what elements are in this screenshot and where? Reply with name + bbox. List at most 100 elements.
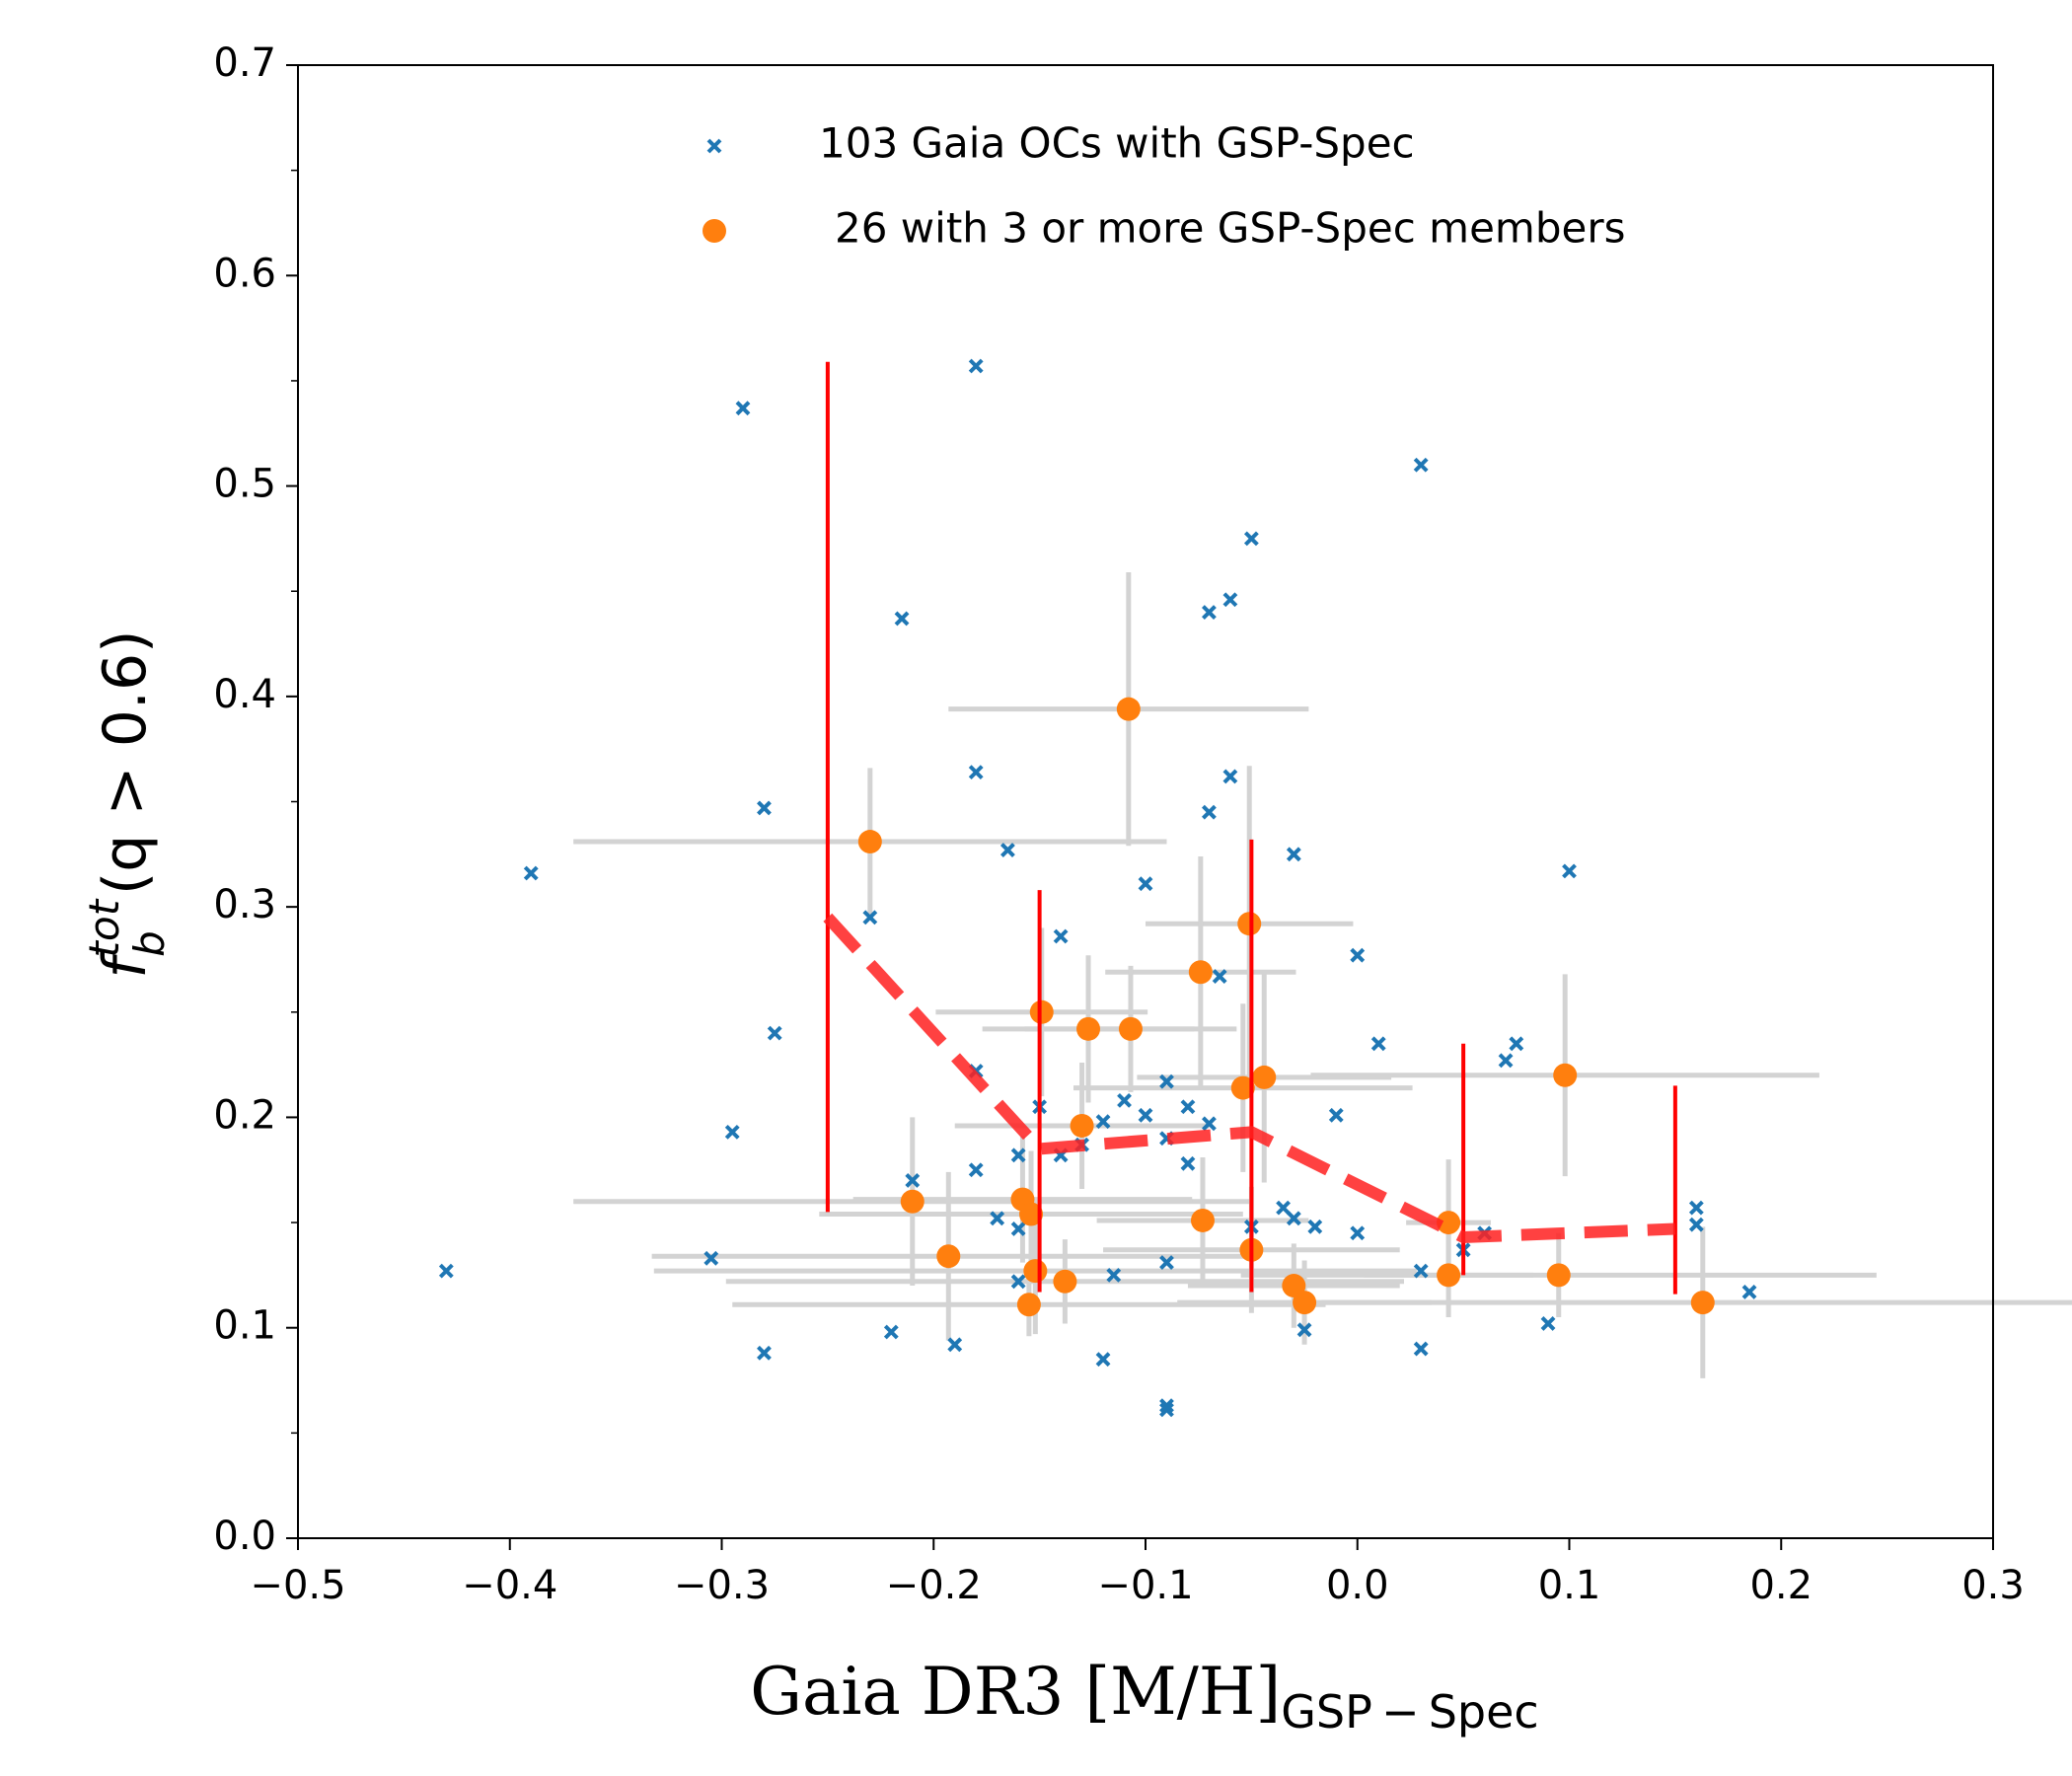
cross-point [1159,1402,1174,1418]
y-axis-label: ftotb(q > 0.6) [80,629,174,978]
cross-point [968,1162,984,1178]
y-label-sub: b [125,930,174,957]
cross-point [1370,1036,1386,1052]
cross-point [1413,1263,1429,1279]
x-tick-label: −0.2 [886,1563,982,1608]
y-tick-label: 0.4 [213,672,276,717]
cross-point [523,865,539,881]
dot-point [1118,1016,1143,1041]
dot-point [1282,1274,1306,1298]
dot-point [1023,1259,1048,1284]
cross-point [767,1025,782,1041]
cross-point [757,1345,772,1361]
cross-point [1286,1211,1301,1226]
dot-point [1230,1075,1255,1100]
dot-point [1076,1016,1101,1041]
cross-point [1180,1099,1196,1115]
cross-point [438,1263,454,1279]
dot-point [1252,1065,1277,1089]
x-axis-label: Gaia DR3 [M/H]GSP − Spec [750,1654,1538,1739]
cross-point [1413,457,1429,473]
dot-point [936,1244,961,1269]
x-tick-label: −0.5 [250,1563,345,1608]
cross-point [735,401,751,416]
dot-point [900,1189,925,1214]
legend-label: 26 with 3 or more GSP-Spec members [835,204,1625,253]
cross-point [1117,1092,1132,1108]
cross-point [724,1124,740,1140]
y-tick-label: 0.3 [213,882,276,927]
cross-point [1180,1155,1196,1171]
dot-point [1053,1269,1077,1294]
y-tick-label: 0.5 [213,462,276,507]
cross-point [1222,769,1238,784]
cross-point [1413,1341,1429,1357]
x-tick-label: −0.1 [1097,1563,1193,1608]
dot-point [1553,1063,1578,1087]
cross-point [703,1250,719,1266]
dot-point [1070,1113,1094,1138]
x-tick-label: 0.0 [1326,1563,1389,1608]
legend-label: 103 Gaia OCs with GSP-Spec [819,119,1415,168]
cross-point [757,800,772,816]
x-tick-label: 0.2 [1749,1563,1813,1608]
y-tick-label: 0.7 [213,40,276,86]
dot-point [1437,1263,1461,1288]
cross-point [990,1211,1005,1226]
plot-frame [297,64,1994,1539]
dot-point [1116,697,1141,721]
cross-point [905,1172,921,1188]
x-label-sub: GSP − Spec [1281,1685,1539,1739]
legend-marker [703,219,726,243]
cross-point [1307,1219,1323,1234]
y-tick-label: 0.0 [213,1514,276,1559]
legend-marker [706,138,722,154]
cross-point [1010,1221,1026,1236]
dot-point [1190,1208,1215,1232]
cross-point [1159,1398,1174,1414]
cross-point [862,910,878,925]
y-tick-label: 0.2 [213,1092,276,1138]
cross-point [1202,1116,1217,1132]
cross-point [1688,1217,1704,1232]
y-tick-label: 0.1 [213,1303,276,1349]
cross-point [1010,1274,1026,1290]
dot-point [1293,1291,1317,1315]
cross-point [1202,804,1217,820]
x-tick-label: −0.4 [462,1563,557,1608]
cross-point [968,358,984,374]
cross-point [883,1324,899,1340]
y-label-rest: (q > 0.6) [91,629,160,895]
dot-point [1437,1211,1461,1235]
cross-point [1286,847,1301,862]
dot-point [1188,960,1213,985]
y-tick-label: 0.6 [213,251,276,296]
cross-point [1562,863,1577,879]
cross-point [894,611,910,627]
cross-point [1095,1114,1111,1130]
y-label-sup: tot [80,898,128,957]
plot-area [438,358,2072,1418]
cross-point [1276,1200,1292,1216]
cross-point [1688,1200,1704,1216]
cross-point [1010,1147,1026,1163]
x-tick-label: −0.3 [674,1563,770,1608]
cross-point [1498,1053,1514,1069]
cross-point [1095,1352,1111,1368]
x-tick-label: 0.3 [1961,1563,2025,1608]
cross-point [1328,1107,1344,1123]
cross-point [1540,1316,1556,1331]
cross-point [1350,947,1366,963]
cross-point [1106,1267,1122,1283]
dot-point [1237,912,1262,936]
dot-point [1546,1263,1571,1288]
cross-point [1202,605,1217,620]
cross-point [968,765,984,780]
dot-point [1016,1293,1041,1317]
binned-line [823,913,1676,1244]
dot-point [857,830,882,854]
cross-point [1350,1225,1366,1241]
x-tick-label: 0.1 [1538,1563,1601,1608]
cross-point [1212,969,1227,984]
